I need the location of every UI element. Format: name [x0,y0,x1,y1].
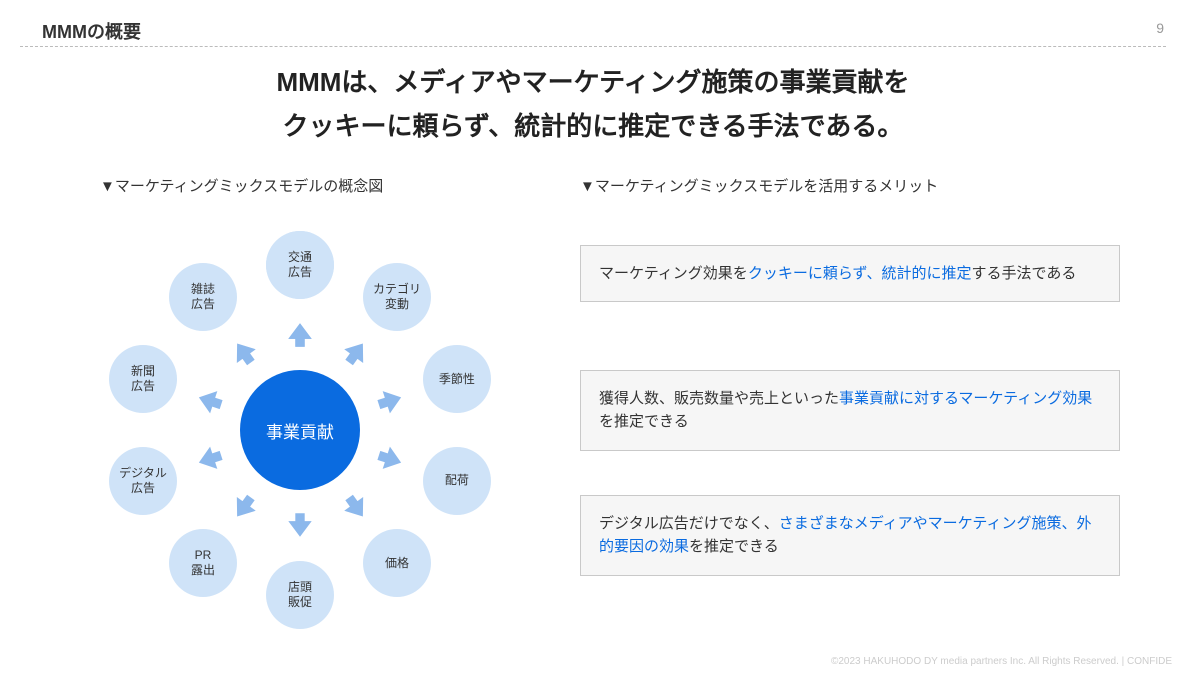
merit-text: 獲得人数、販売数量や売上といった [599,390,839,407]
merit-text: デジタル広告だけでなく、 [599,515,779,532]
diagram-outer-node: 季節性 [423,345,491,413]
diagram-outer-node: 価格 [363,529,431,597]
diagram-outer-node: PR露出 [169,529,237,597]
merit-text: を推定できる [689,538,779,555]
merit-box: マーケティング効果をクッキーに頼らず、統計的に推定する手法である [580,245,1120,302]
diagram-outer-node: 新聞広告 [109,345,177,413]
diagram-outer-node: 交通広告 [266,231,334,299]
diagram-arrow-icon [374,384,407,417]
diagram-arrow-icon [193,443,226,476]
diagram-arrow-icon [338,335,374,371]
diagram-arrow-icon [226,489,262,525]
diagram-outer-node: カテゴリ変動 [363,263,431,331]
diagram-arrow-icon [226,335,262,371]
diagram-arrow-icon [338,489,374,525]
diagram-outer-node: 配荷 [423,447,491,515]
diagram-outer-node: デジタル広告 [109,447,177,515]
merit-box: デジタル広告だけでなく、さまざまなメディアやマーケティング施策、外的要因の効果を… [580,495,1120,576]
merit-highlight-text: 事業貢献に対するマーケティング効果 [839,390,1092,407]
diagram-arrow-icon [287,512,313,538]
diagram-center-node: 事業貢献 [240,370,360,490]
diagram-outer-node: 雑誌広告 [169,263,237,331]
copyright-footer: ©2023 HAKUHODO DY media partners Inc. Al… [831,656,1172,667]
diagram-outer-node: 店頭販促 [266,561,334,629]
merit-box: 獲得人数、販売数量や売上といった事業貢献に対するマーケティング効果を推定できる [580,370,1120,451]
merit-highlight-text: クッキーに頼らず、統計的に推定 [748,265,972,282]
headline-line-1: MMMは、メディアやマーケティング施策の事業貢献を [0,60,1186,104]
headline-line-2: クッキーに頼らず、統計的に推定できる手法である。 [0,104,1186,148]
diagram-caption: ▼マーケティングミックスモデルの概念図 [100,175,383,196]
slide-header: MMMの概要 [42,18,141,44]
mmm-radial-diagram: 事業貢献テレビ広告カテゴリ変動季節性配荷価格店頭販促PR露出デジタル広告新聞広告… [80,210,520,650]
merit-text: する手法である [971,265,1076,282]
merit-text: マーケティング効果を [599,265,748,282]
diagram-arrow-icon [287,322,313,348]
diagram-arrow-icon [193,384,226,417]
merits-caption: ▼マーケティングミックスモデルを活用するメリット [580,175,938,196]
headline: MMMは、メディアやマーケティング施策の事業貢献を クッキーに頼らず、統計的に推… [0,60,1186,148]
diagram-arrow-icon [374,443,407,476]
page-number: 9 [1156,20,1164,36]
header-divider [20,46,1166,47]
merit-text: を推定できる [599,413,689,430]
